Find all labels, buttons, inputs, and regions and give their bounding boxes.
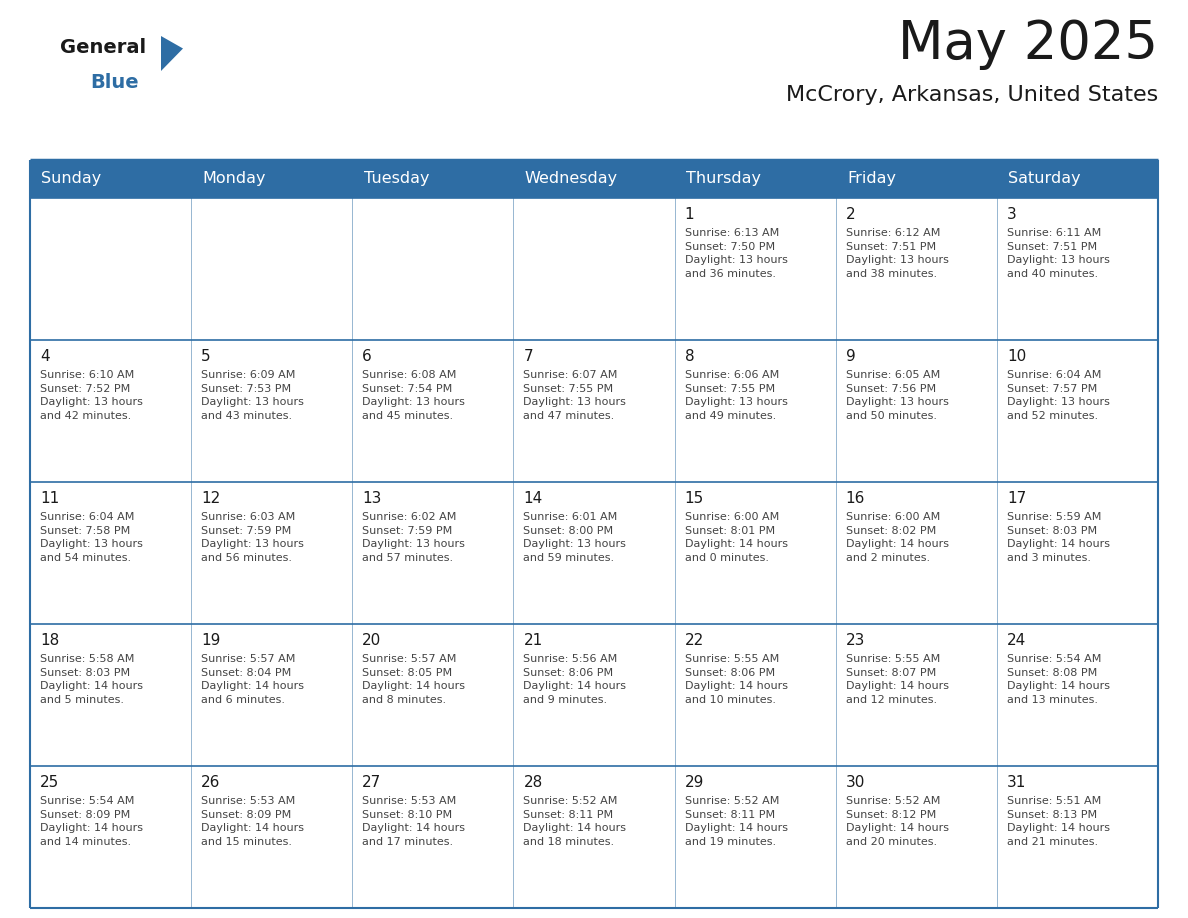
Text: 28: 28	[524, 775, 543, 790]
Text: 9: 9	[846, 349, 855, 364]
Text: 13: 13	[362, 491, 381, 506]
Text: Sunrise: 6:08 AM
Sunset: 7:54 PM
Daylight: 13 hours
and 45 minutes.: Sunrise: 6:08 AM Sunset: 7:54 PM Dayligh…	[362, 370, 466, 420]
Text: Sunday: Sunday	[42, 172, 101, 186]
Text: Sunrise: 6:10 AM
Sunset: 7:52 PM
Daylight: 13 hours
and 42 minutes.: Sunrise: 6:10 AM Sunset: 7:52 PM Dayligh…	[40, 370, 143, 420]
Text: Sunrise: 5:55 AM
Sunset: 8:06 PM
Daylight: 14 hours
and 10 minutes.: Sunrise: 5:55 AM Sunset: 8:06 PM Dayligh…	[684, 654, 788, 705]
Text: 19: 19	[201, 633, 221, 648]
Text: Sunrise: 5:52 AM
Sunset: 8:11 PM
Daylight: 14 hours
and 18 minutes.: Sunrise: 5:52 AM Sunset: 8:11 PM Dayligh…	[524, 796, 626, 846]
Text: Sunrise: 5:59 AM
Sunset: 8:03 PM
Daylight: 14 hours
and 3 minutes.: Sunrise: 5:59 AM Sunset: 8:03 PM Dayligh…	[1007, 512, 1110, 563]
Text: Sunrise: 6:09 AM
Sunset: 7:53 PM
Daylight: 13 hours
and 43 minutes.: Sunrise: 6:09 AM Sunset: 7:53 PM Dayligh…	[201, 370, 304, 420]
Text: May 2025: May 2025	[898, 18, 1158, 70]
Polygon shape	[162, 36, 183, 71]
Text: Sunrise: 6:00 AM
Sunset: 8:02 PM
Daylight: 14 hours
and 2 minutes.: Sunrise: 6:00 AM Sunset: 8:02 PM Dayligh…	[846, 512, 949, 563]
Text: Sunrise: 5:54 AM
Sunset: 8:09 PM
Daylight: 14 hours
and 14 minutes.: Sunrise: 5:54 AM Sunset: 8:09 PM Dayligh…	[40, 796, 143, 846]
Text: Sunrise: 6:07 AM
Sunset: 7:55 PM
Daylight: 13 hours
and 47 minutes.: Sunrise: 6:07 AM Sunset: 7:55 PM Dayligh…	[524, 370, 626, 420]
Text: McCrory, Arkansas, United States: McCrory, Arkansas, United States	[785, 85, 1158, 105]
Text: 14: 14	[524, 491, 543, 506]
Text: 8: 8	[684, 349, 694, 364]
Text: 25: 25	[40, 775, 59, 790]
Text: Sunrise: 5:56 AM
Sunset: 8:06 PM
Daylight: 14 hours
and 9 minutes.: Sunrise: 5:56 AM Sunset: 8:06 PM Dayligh…	[524, 654, 626, 705]
Text: Sunrise: 6:05 AM
Sunset: 7:56 PM
Daylight: 13 hours
and 50 minutes.: Sunrise: 6:05 AM Sunset: 7:56 PM Dayligh…	[846, 370, 948, 420]
Text: 4: 4	[40, 349, 50, 364]
Text: Sunrise: 6:01 AM
Sunset: 8:00 PM
Daylight: 13 hours
and 59 minutes.: Sunrise: 6:01 AM Sunset: 8:00 PM Dayligh…	[524, 512, 626, 563]
Text: 23: 23	[846, 633, 865, 648]
Text: 20: 20	[362, 633, 381, 648]
Text: 1: 1	[684, 207, 694, 222]
Text: Thursday: Thursday	[685, 172, 760, 186]
Text: 15: 15	[684, 491, 703, 506]
Bar	[30, 340, 1158, 482]
Text: Tuesday: Tuesday	[364, 172, 429, 186]
Bar	[30, 624, 1158, 766]
Text: Sunrise: 5:57 AM
Sunset: 8:05 PM
Daylight: 14 hours
and 8 minutes.: Sunrise: 5:57 AM Sunset: 8:05 PM Dayligh…	[362, 654, 466, 705]
Text: Sunrise: 6:12 AM
Sunset: 7:51 PM
Daylight: 13 hours
and 38 minutes.: Sunrise: 6:12 AM Sunset: 7:51 PM Dayligh…	[846, 228, 948, 279]
Text: 7: 7	[524, 349, 533, 364]
Text: 11: 11	[40, 491, 59, 506]
Text: 27: 27	[362, 775, 381, 790]
Text: 18: 18	[40, 633, 59, 648]
Text: 17: 17	[1007, 491, 1026, 506]
Text: 5: 5	[201, 349, 210, 364]
Text: Sunrise: 6:13 AM
Sunset: 7:50 PM
Daylight: 13 hours
and 36 minutes.: Sunrise: 6:13 AM Sunset: 7:50 PM Dayligh…	[684, 228, 788, 279]
Text: Sunrise: 5:53 AM
Sunset: 8:09 PM
Daylight: 14 hours
and 15 minutes.: Sunrise: 5:53 AM Sunset: 8:09 PM Dayligh…	[201, 796, 304, 846]
Bar	[30, 482, 1158, 624]
Text: Sunrise: 6:02 AM
Sunset: 7:59 PM
Daylight: 13 hours
and 57 minutes.: Sunrise: 6:02 AM Sunset: 7:59 PM Dayligh…	[362, 512, 466, 563]
Text: Sunrise: 6:03 AM
Sunset: 7:59 PM
Daylight: 13 hours
and 56 minutes.: Sunrise: 6:03 AM Sunset: 7:59 PM Dayligh…	[201, 512, 304, 563]
Bar	[30, 766, 1158, 908]
Text: 31: 31	[1007, 775, 1026, 790]
Text: 26: 26	[201, 775, 221, 790]
Text: Sunrise: 6:04 AM
Sunset: 7:58 PM
Daylight: 13 hours
and 54 minutes.: Sunrise: 6:04 AM Sunset: 7:58 PM Dayligh…	[40, 512, 143, 563]
Bar	[30, 160, 1158, 198]
Text: Sunrise: 6:06 AM
Sunset: 7:55 PM
Daylight: 13 hours
and 49 minutes.: Sunrise: 6:06 AM Sunset: 7:55 PM Dayligh…	[684, 370, 788, 420]
Text: Wednesday: Wednesday	[525, 172, 618, 186]
Text: Blue: Blue	[90, 73, 139, 92]
Text: 12: 12	[201, 491, 221, 506]
Text: 16: 16	[846, 491, 865, 506]
Bar	[30, 198, 1158, 340]
Text: Monday: Monday	[202, 172, 266, 186]
Text: Friday: Friday	[847, 172, 896, 186]
Text: Sunrise: 5:57 AM
Sunset: 8:04 PM
Daylight: 14 hours
and 6 minutes.: Sunrise: 5:57 AM Sunset: 8:04 PM Dayligh…	[201, 654, 304, 705]
Text: 29: 29	[684, 775, 704, 790]
Text: Sunrise: 5:52 AM
Sunset: 8:11 PM
Daylight: 14 hours
and 19 minutes.: Sunrise: 5:52 AM Sunset: 8:11 PM Dayligh…	[684, 796, 788, 846]
Text: General: General	[61, 38, 146, 57]
Text: 24: 24	[1007, 633, 1026, 648]
Text: Sunrise: 6:00 AM
Sunset: 8:01 PM
Daylight: 14 hours
and 0 minutes.: Sunrise: 6:00 AM Sunset: 8:01 PM Dayligh…	[684, 512, 788, 563]
Text: 3: 3	[1007, 207, 1017, 222]
Text: 6: 6	[362, 349, 372, 364]
Text: Sunrise: 6:11 AM
Sunset: 7:51 PM
Daylight: 13 hours
and 40 minutes.: Sunrise: 6:11 AM Sunset: 7:51 PM Dayligh…	[1007, 228, 1110, 279]
Text: Sunrise: 5:52 AM
Sunset: 8:12 PM
Daylight: 14 hours
and 20 minutes.: Sunrise: 5:52 AM Sunset: 8:12 PM Dayligh…	[846, 796, 949, 846]
Text: 22: 22	[684, 633, 703, 648]
Text: Sunrise: 5:55 AM
Sunset: 8:07 PM
Daylight: 14 hours
and 12 minutes.: Sunrise: 5:55 AM Sunset: 8:07 PM Dayligh…	[846, 654, 949, 705]
Text: 2: 2	[846, 207, 855, 222]
Text: Sunrise: 5:53 AM
Sunset: 8:10 PM
Daylight: 14 hours
and 17 minutes.: Sunrise: 5:53 AM Sunset: 8:10 PM Dayligh…	[362, 796, 466, 846]
Text: 30: 30	[846, 775, 865, 790]
Text: Sunrise: 5:54 AM
Sunset: 8:08 PM
Daylight: 14 hours
and 13 minutes.: Sunrise: 5:54 AM Sunset: 8:08 PM Dayligh…	[1007, 654, 1110, 705]
Text: Sunrise: 5:51 AM
Sunset: 8:13 PM
Daylight: 14 hours
and 21 minutes.: Sunrise: 5:51 AM Sunset: 8:13 PM Dayligh…	[1007, 796, 1110, 846]
Text: 21: 21	[524, 633, 543, 648]
Text: Saturday: Saturday	[1009, 172, 1081, 186]
Text: Sunrise: 6:04 AM
Sunset: 7:57 PM
Daylight: 13 hours
and 52 minutes.: Sunrise: 6:04 AM Sunset: 7:57 PM Dayligh…	[1007, 370, 1110, 420]
Text: 10: 10	[1007, 349, 1026, 364]
Text: Sunrise: 5:58 AM
Sunset: 8:03 PM
Daylight: 14 hours
and 5 minutes.: Sunrise: 5:58 AM Sunset: 8:03 PM Dayligh…	[40, 654, 143, 705]
